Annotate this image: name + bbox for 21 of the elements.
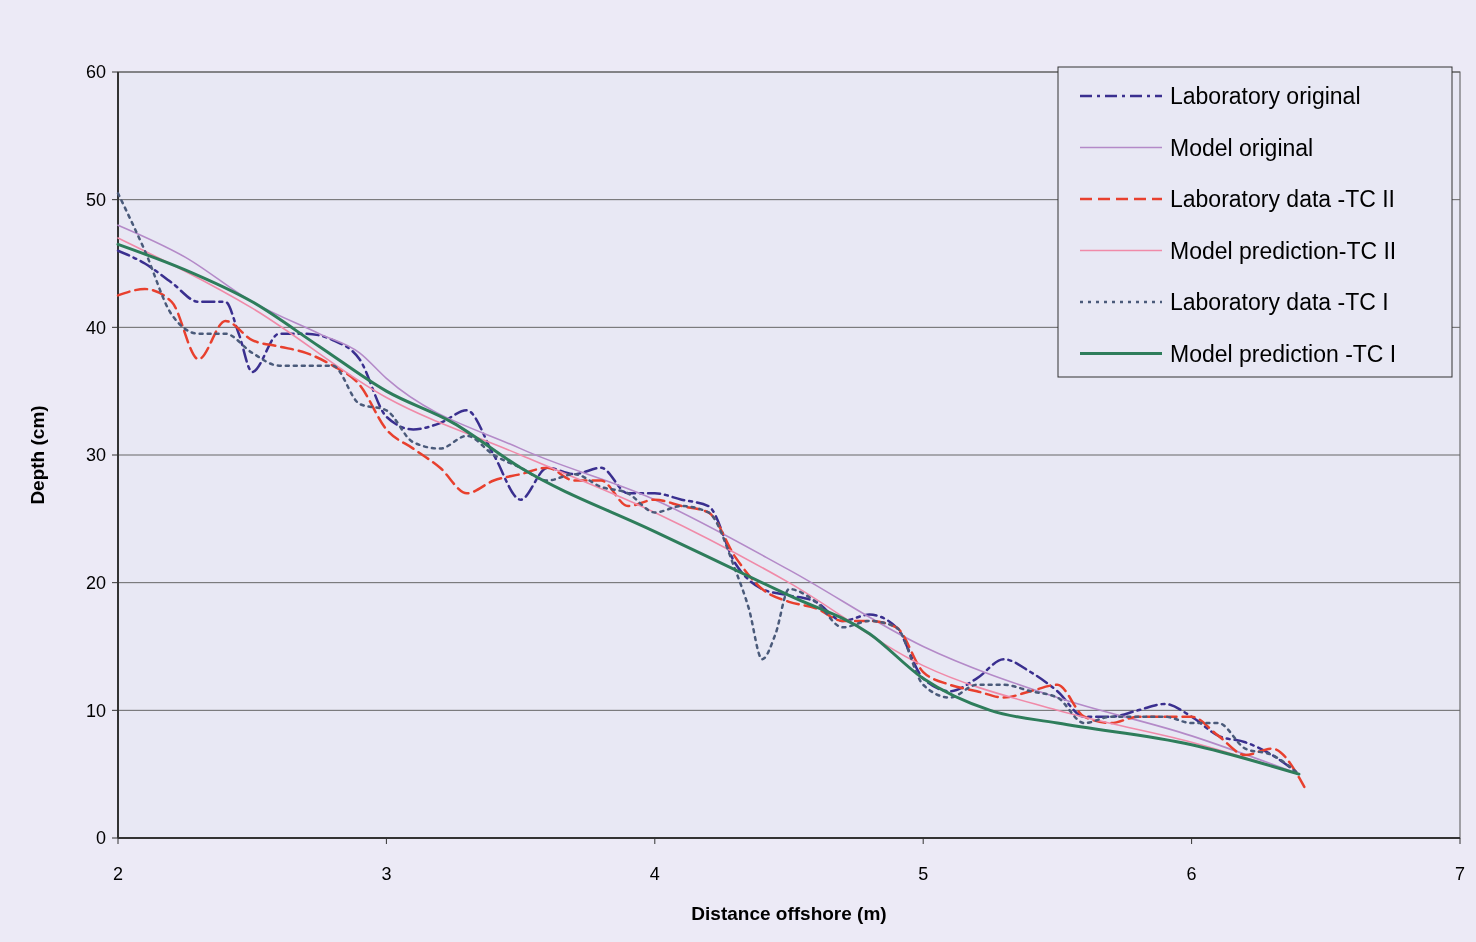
legend-label: Model original [1170, 134, 1314, 161]
x-tick-label: 4 [649, 864, 660, 884]
x-tick-label: 3 [381, 864, 392, 884]
x-tick-label: 2 [112, 864, 124, 884]
y-tick-label: 0 [95, 828, 106, 849]
x-tick-label: 6 [1186, 864, 1197, 884]
legend-label: Laboratory data -TC II [1170, 186, 1395, 213]
y-tick-label: 20 [85, 572, 106, 593]
legend-label: Laboratory original [1170, 83, 1361, 110]
y-axis-title: Depth (cm) [27, 405, 48, 505]
x-axis-title: Distance offshore (m) [691, 903, 887, 924]
y-tick-label: 50 [85, 189, 106, 210]
y-tick-label: 10 [85, 700, 106, 721]
x-tick-label: 7 [1454, 864, 1466, 884]
legend-label: Model prediction-TC II [1170, 237, 1397, 264]
y-tick-label: 60 [85, 62, 106, 83]
y-tick-label: 30 [85, 445, 106, 466]
x-tick-label: 5 [918, 864, 929, 884]
legend-label: Laboratory data -TC I [1170, 289, 1389, 316]
legend-label: Model prediction -TC I [1170, 340, 1397, 367]
y-tick-label: 40 [85, 317, 106, 338]
